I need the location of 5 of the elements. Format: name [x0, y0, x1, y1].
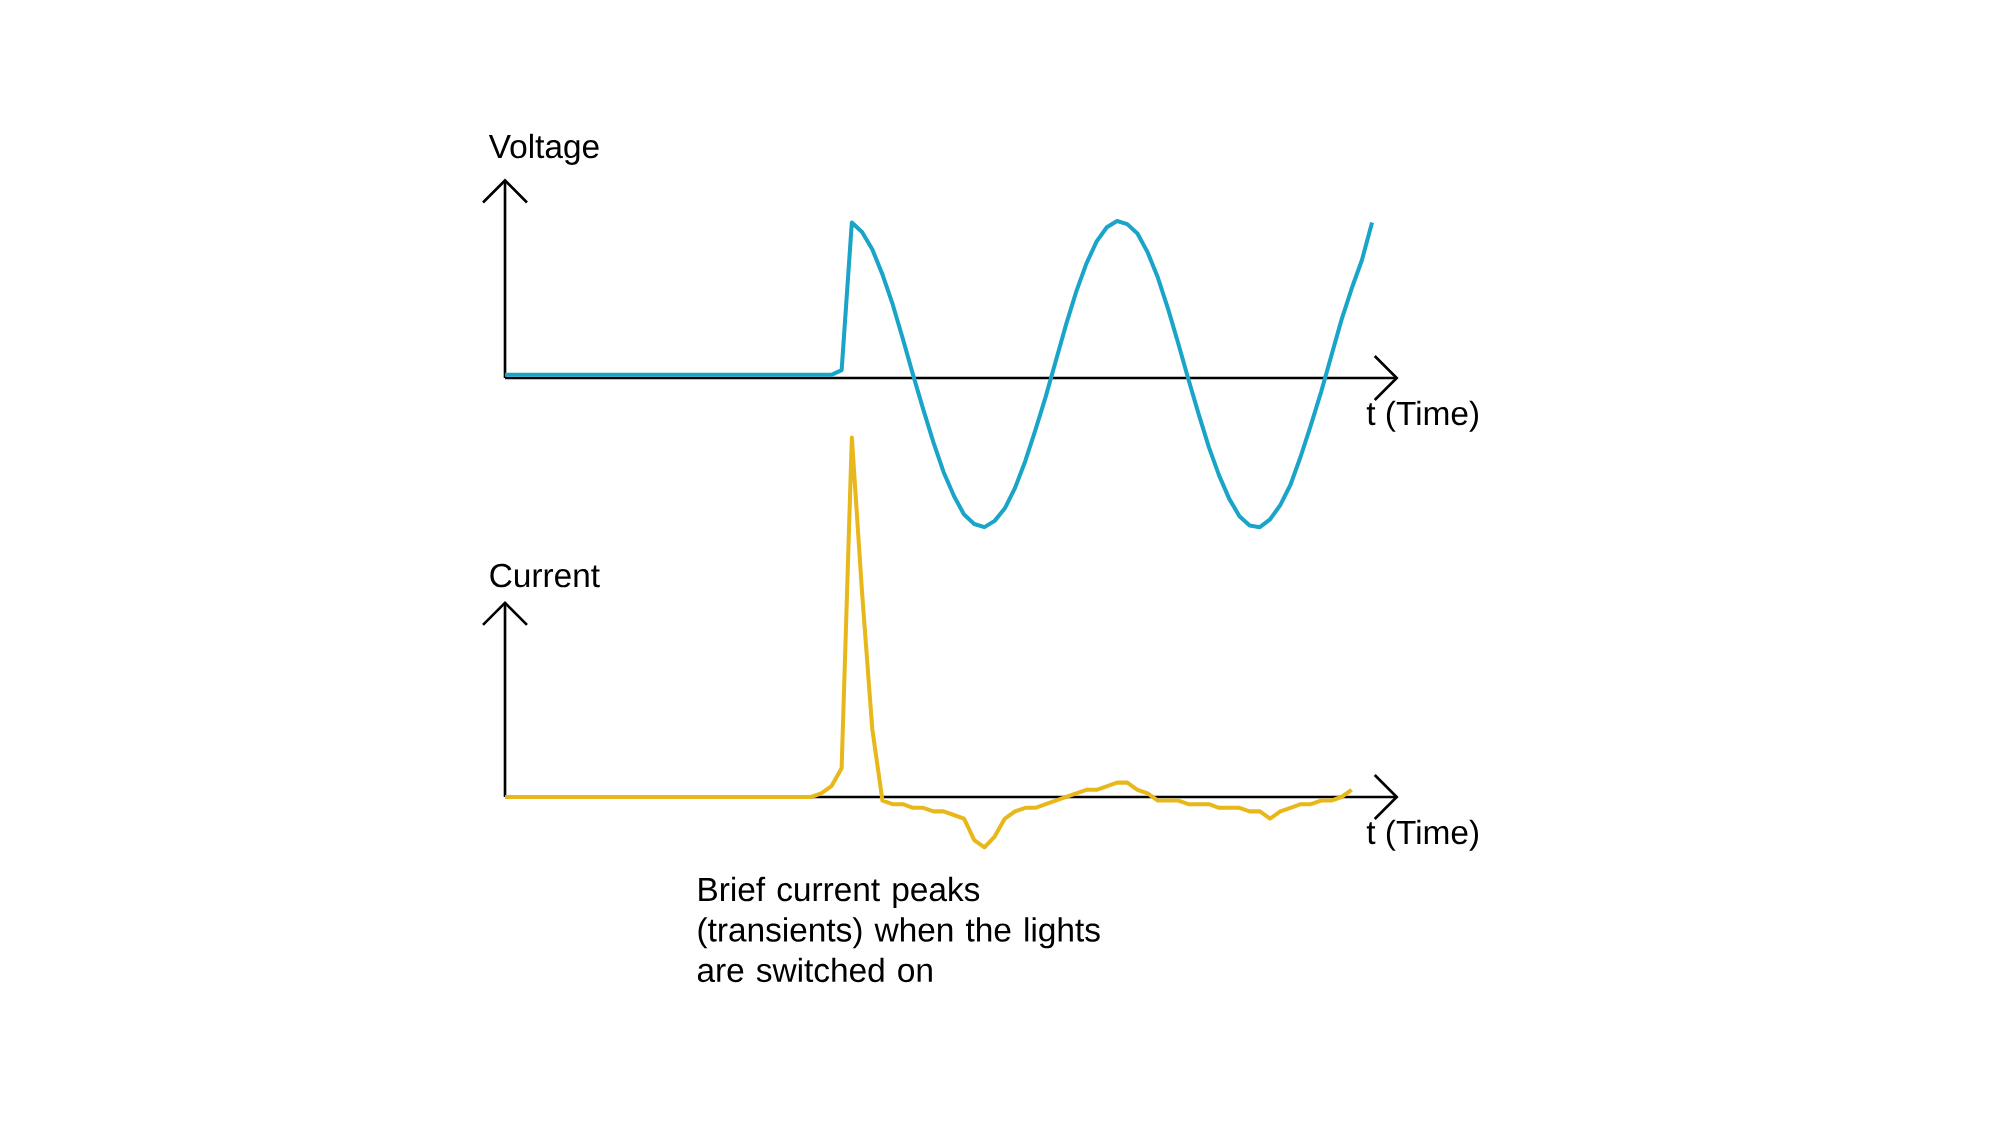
- y-axis-title: Current: [490, 563, 600, 588]
- text: Brief current peaks (transients) when the lights are switched on: [697, 876, 1100, 983]
- x-axis-title: t (Time): [1366, 819, 1478, 851]
- x-axis-title: t (Time): [1366, 400, 1478, 432]
- y-axis-title: Voltage: [488, 133, 599, 165]
